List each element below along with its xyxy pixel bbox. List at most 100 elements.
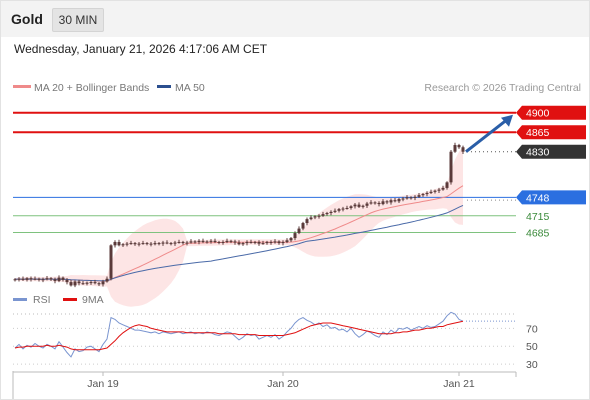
candle-body	[253, 241, 257, 243]
x-tick-label: Jan 21	[443, 378, 475, 390]
candle-body	[293, 233, 297, 239]
candle-body	[137, 243, 141, 245]
candle-body	[133, 243, 137, 245]
candle-body	[349, 206, 353, 208]
candle	[461, 145, 465, 154]
candle	[229, 239, 233, 244]
candle-body	[305, 219, 309, 224]
candle	[321, 211, 325, 217]
candle-body	[445, 182, 449, 188]
candle-body	[37, 278, 41, 280]
candle	[81, 280, 85, 285]
candle	[105, 276, 109, 283]
candle-body	[385, 201, 389, 203]
resistance-label-4865: 4865	[526, 127, 550, 139]
candle-body	[97, 283, 101, 285]
candle-body	[141, 243, 145, 245]
candle	[389, 198, 393, 205]
candle-body	[57, 277, 61, 281]
candle	[281, 240, 285, 246]
candle-body	[325, 213, 329, 215]
rsi-panel: 70 50 30	[13, 311, 538, 371]
candle-body	[197, 240, 201, 242]
candle	[225, 238, 229, 244]
candle-body	[157, 243, 161, 245]
candle-body	[329, 211, 333, 213]
candle	[425, 191, 429, 197]
ma20-legend-swatch	[13, 85, 31, 88]
candle-body	[289, 238, 293, 241]
candle-body	[341, 208, 345, 210]
candle-body	[49, 278, 53, 280]
current-tag-4830	[516, 144, 586, 159]
candle	[121, 243, 125, 247]
candle	[201, 238, 205, 244]
candle-body	[233, 241, 237, 243]
candle-body	[357, 204, 361, 207]
candle-body	[313, 216, 317, 218]
candle-body	[213, 240, 217, 242]
title-bar: Gold 30 MIN	[1, 1, 589, 37]
candle	[393, 197, 397, 203]
candle-body	[373, 202, 377, 204]
candle	[33, 276, 37, 281]
candle	[333, 208, 337, 213]
candle-body	[25, 278, 29, 280]
candle-body	[113, 241, 117, 246]
candle-body	[45, 278, 49, 280]
candle	[317, 214, 321, 219]
candle	[269, 240, 273, 245]
candle	[13, 278, 17, 282]
candle-body	[173, 242, 177, 244]
candle	[177, 239, 181, 244]
candle-body	[149, 243, 153, 245]
candle-body	[389, 200, 393, 203]
candle-body	[153, 243, 157, 245]
candle	[297, 226, 301, 235]
candle	[257, 240, 261, 246]
candle	[365, 201, 369, 208]
candle-body	[29, 278, 33, 280]
candle-body	[421, 194, 425, 196]
candle	[433, 189, 437, 194]
candle	[77, 279, 81, 286]
candle	[285, 238, 289, 244]
candle-body	[297, 228, 301, 234]
candle	[41, 277, 45, 283]
resistance-tag-4865	[516, 125, 586, 140]
candle	[385, 200, 389, 205]
candle-body	[397, 199, 401, 202]
candle	[289, 236, 293, 242]
candle	[117, 239, 121, 247]
rsi-tick-label: 30	[526, 359, 538, 371]
candle	[209, 239, 213, 244]
candle	[265, 240, 269, 245]
candle	[197, 239, 201, 245]
candle-body	[181, 241, 185, 244]
candle-body	[221, 241, 225, 243]
candle	[129, 240, 133, 245]
candle	[353, 202, 357, 209]
candle	[153, 240, 157, 246]
candle	[205, 240, 209, 244]
candle-body	[177, 241, 181, 243]
candle-body	[433, 190, 437, 192]
candle-body	[353, 204, 357, 207]
ma50-legend-label: MA 50	[175, 82, 205, 94]
candle	[309, 215, 313, 221]
candle-body	[453, 145, 457, 152]
timeframe-badge[interactable]: 30 MIN	[52, 8, 104, 32]
candle	[93, 279, 97, 285]
candle	[273, 239, 277, 244]
candle	[237, 240, 241, 246]
candle-body	[109, 245, 113, 279]
candle	[185, 240, 189, 246]
candle	[341, 206, 345, 212]
candle-body	[257, 241, 261, 244]
candle-body	[105, 278, 109, 282]
candle-body	[377, 202, 381, 205]
candle	[437, 187, 441, 193]
candle	[101, 279, 105, 287]
